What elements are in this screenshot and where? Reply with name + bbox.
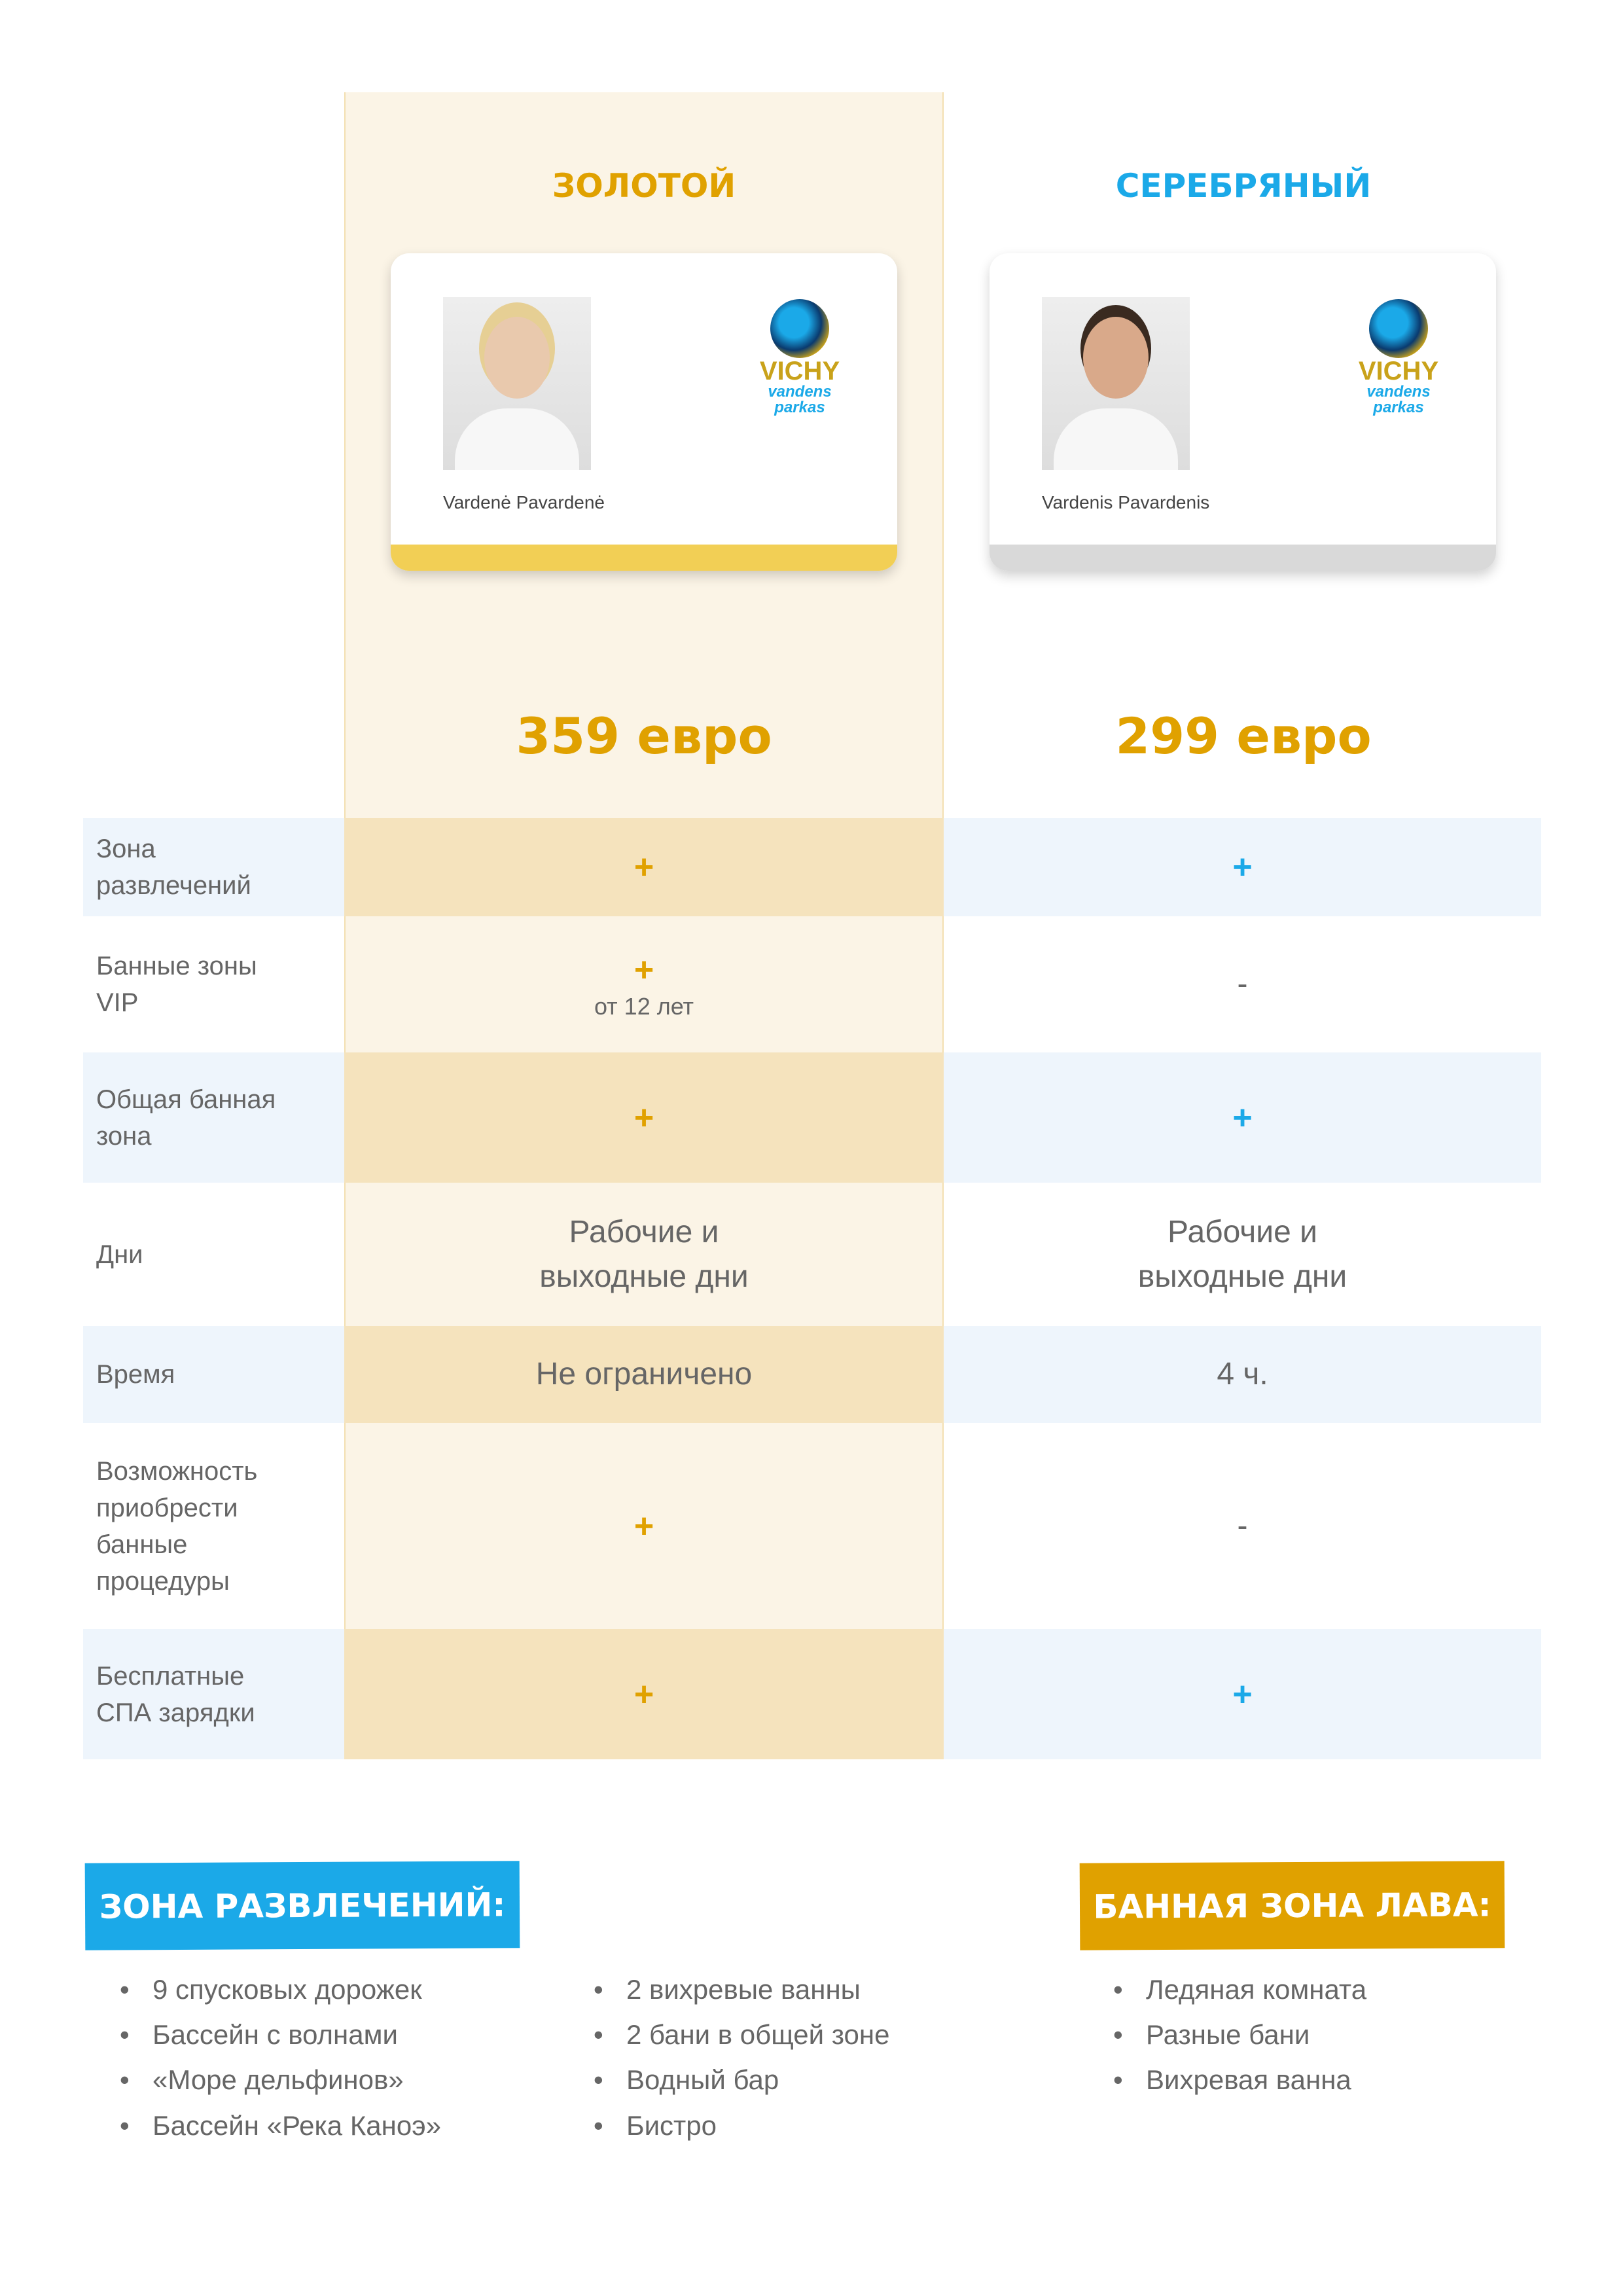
plus-icon: + — [633, 951, 654, 989]
plus-icon: + — [633, 1507, 654, 1545]
silver-value: - — [1237, 1508, 1248, 1543]
lava-zone-header: БАННАЯ ЗОНА ЛАВА: — [1079, 1861, 1505, 1950]
bullet-icon: • — [120, 1974, 130, 2005]
table-row: Банные зоны VIP + от 12 лет - — [83, 916, 1541, 1052]
card-stripe — [990, 545, 1496, 571]
list-item: • Вихревая ванна — [1113, 2064, 1351, 2095]
silver-value: 4 ч. — [1217, 1357, 1268, 1391]
list-item: • Бассейн с волнами — [120, 2019, 398, 2050]
card-photo — [443, 297, 591, 470]
list-item: • Бассейн «Река Каноэ» — [120, 2110, 441, 2141]
silver-value: - — [1237, 967, 1248, 1001]
row-label: Дни — [96, 1240, 143, 1269]
list-item: • Водный бар — [594, 2064, 779, 2095]
table-row: Дни Рабочие и выходные дни Рабочие и вых… — [83, 1183, 1541, 1326]
bullet-icon: • — [120, 2019, 130, 2050]
row-label: Общая банная зона — [96, 1085, 276, 1151]
plus-icon: + — [1232, 1675, 1253, 1713]
bullet-icon: • — [594, 2110, 603, 2141]
plus-icon: + — [633, 1675, 654, 1713]
row-label: Бесплатные СПА зарядки — [96, 1661, 255, 1727]
list-item: • Разные бани — [1113, 2019, 1310, 2050]
fun-zone-header: ЗОНА РАЗВЛЕЧЕНИЙ: — [84, 1861, 520, 1950]
card-stripe — [391, 545, 897, 571]
list-item: • Ледяная комната — [1113, 1974, 1367, 2005]
gold-card: Vardenė Pavardenė VICHY vandens parkas — [391, 253, 897, 571]
gold-cell: + — [344, 818, 944, 916]
list-item: • Бистро — [594, 2110, 717, 2141]
plus-icon: + — [1232, 848, 1253, 886]
list-item: • 2 бани в общей зоне — [594, 2019, 890, 2050]
list-item: • 9 спусковых дорожек — [120, 1974, 422, 2005]
gold-cell: + — [344, 1423, 944, 1629]
gold-plan-title: ЗОЛОТОЙ — [552, 167, 736, 205]
table-row: Бесплатные СПА зарядки + + — [83, 1629, 1541, 1759]
gold-cell: + — [344, 1052, 944, 1183]
list-item: • «Море дельфинов» — [120, 2064, 404, 2095]
card-photo — [1042, 297, 1190, 470]
silver-cell: + — [944, 1629, 1541, 1759]
gold-cell: Не ограничено — [344, 1326, 944, 1423]
silver-value: Рабочие и выходные дни — [1137, 1214, 1347, 1294]
bullet-icon: • — [594, 2064, 603, 2095]
bullet-icon: • — [1113, 1974, 1123, 2005]
silver-cell: + — [944, 1052, 1541, 1183]
bullet-icon: • — [120, 2064, 130, 2095]
silver-cell: - — [944, 916, 1541, 1052]
list-item: • 2 вихревые ванны — [594, 1974, 861, 2005]
gold-cell: Рабочие и выходные дни — [344, 1183, 944, 1326]
silver-plan-title: СЕРЕБРЯНЫЙ — [1115, 167, 1372, 205]
card-name: Vardenis Pavardenis — [1042, 492, 1210, 512]
bullet-icon: • — [594, 2019, 603, 2050]
gold-cell: + от 12 лет — [344, 916, 944, 1052]
row-label: Возможность приобрести банные процедуры — [96, 1456, 258, 1596]
silver-card: Vardenis Pavardenis VICHY vandens parkas — [990, 253, 1496, 571]
row-label: Время — [96, 1360, 175, 1389]
vichy-logo: VICHY vandens parkas — [1349, 299, 1448, 416]
card-name: Vardenė Pavardenė — [443, 492, 605, 512]
plus-icon: + — [633, 1098, 654, 1137]
silver-cell: + — [944, 818, 1541, 916]
table-row: Общая банная зона + + — [83, 1052, 1541, 1183]
gold-value: Не ограничено — [535, 1357, 753, 1391]
bullet-icon: • — [1113, 2019, 1123, 2050]
silver-cell: Рабочие и выходные дни — [944, 1183, 1541, 1326]
plus-icon: + — [1232, 1098, 1253, 1137]
row-label: Зона развлечений — [96, 834, 251, 900]
table-row: Время Не ограничено 4 ч. — [83, 1326, 1541, 1423]
bullet-icon: • — [1113, 2064, 1123, 2095]
gold-price: 359 евро — [516, 707, 772, 765]
table-row: Возможность приобрести банные процедуры … — [83, 1423, 1541, 1629]
gold-subnote: от 12 лет — [594, 993, 694, 1020]
silver-cell: - — [944, 1423, 1541, 1629]
silver-cell: 4 ч. — [944, 1326, 1541, 1423]
plus-icon: + — [633, 848, 654, 886]
row-label: Банные зоны VIP — [96, 952, 257, 1017]
table-row: Зона развлечений + + — [83, 818, 1541, 916]
bullet-icon: • — [594, 1974, 603, 2005]
bullet-icon: • — [120, 2110, 130, 2141]
gold-cell: + — [344, 1629, 944, 1759]
gold-value: Рабочие и выходные дни — [539, 1214, 749, 1294]
silver-price: 299 евро — [1115, 707, 1372, 765]
vichy-logo: VICHY vandens parkas — [751, 299, 849, 416]
